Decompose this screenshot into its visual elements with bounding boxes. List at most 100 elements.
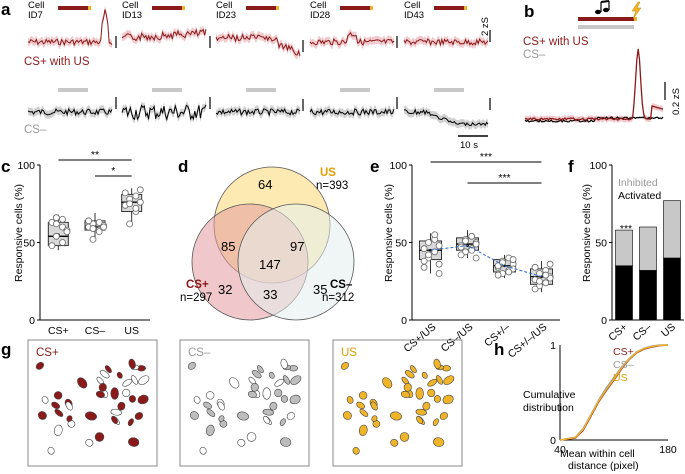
cell-roi <box>340 361 349 370</box>
panel-label-h: h <box>494 340 504 359</box>
h-xlabel-line2: distance (pixel) <box>568 460 639 472</box>
cs-minus-traces <box>27 100 489 130</box>
cs-minus-row-label: CS– <box>24 124 47 136</box>
cdf-line-3 <box>559 344 669 441</box>
panel-label-d: d <box>178 157 188 176</box>
g-map-frame-cs-minus <box>179 339 310 467</box>
cs-minus-trace-sem-2 <box>122 100 206 124</box>
mean-link-line <box>430 245 542 278</box>
cell-roi <box>371 415 378 422</box>
cell-roi <box>409 365 417 374</box>
panel-label-f: f <box>568 157 574 176</box>
cell-roi <box>237 439 246 447</box>
cell-roi <box>416 415 423 424</box>
data-point <box>435 242 443 250</box>
cell-roi <box>246 432 257 442</box>
cell-roi <box>205 391 215 400</box>
cell-roi <box>85 411 97 421</box>
b-cs-plus-line <box>524 48 664 121</box>
venn-cs-minus-total: n=312 <box>322 292 354 304</box>
y-tick-label: 50 <box>395 238 407 250</box>
y-tick-label: 0 <box>401 315 407 327</box>
cell-roi <box>98 383 107 392</box>
data-point <box>59 215 66 223</box>
panel-label-c: c <box>1 157 10 176</box>
cell-label-5-line2: ID43 <box>404 10 424 21</box>
data-point <box>52 232 60 240</box>
y-tick-label: 50 <box>595 238 607 250</box>
b-stimulus-bar <box>578 17 637 29</box>
h-legend-cs-minus: CS– <box>613 359 634 371</box>
cell-roi <box>382 377 393 389</box>
cs-minus-trace-sem-1 <box>28 105 112 119</box>
cell-roi <box>256 365 264 374</box>
cell-roi <box>77 377 88 389</box>
cs-plus-trace-4 <box>309 31 395 46</box>
cell-roi <box>442 394 454 405</box>
cell-roi <box>352 446 360 455</box>
cs-plus-trace-3 <box>215 33 301 56</box>
cell-roi <box>359 408 369 417</box>
cell-roi <box>415 408 427 416</box>
bar-activated <box>615 265 633 321</box>
data-point <box>542 271 550 279</box>
cs-plus-stim-bars <box>58 6 467 10</box>
legend-inhibited: Inhibited <box>618 177 658 189</box>
music-note-icon <box>595 0 610 15</box>
cell-roi <box>110 387 119 400</box>
cell-roi <box>217 401 225 411</box>
y-tick-label: 0 <box>601 315 607 327</box>
venn-us-total: n=393 <box>316 180 348 192</box>
cell-roi <box>262 387 271 400</box>
cell-roi <box>269 401 278 411</box>
b-mean-traces <box>524 46 664 123</box>
cell-roi <box>415 387 424 400</box>
cell-roi <box>250 383 259 392</box>
significance-label: * <box>111 165 115 177</box>
g-map-label-us: US <box>341 347 357 359</box>
x-tick-label: CS+/–/US <box>506 321 550 360</box>
h-legend-cs-plus: CS+ <box>613 346 634 358</box>
cell-roi <box>289 394 301 405</box>
data-point <box>472 254 480 262</box>
cs-minus-trace-sem-3 <box>216 105 300 119</box>
cell-roi <box>203 401 212 409</box>
cell-roi <box>432 418 439 426</box>
a-scale-y-label: 2 zS <box>480 17 491 36</box>
cs-minus-stim-bars <box>58 88 464 92</box>
cell-roi <box>370 401 378 411</box>
venn-cs-minus-only: 35 <box>313 282 327 297</box>
significance-label: *** <box>498 172 510 184</box>
cell-roi <box>218 415 225 422</box>
data-point <box>531 285 539 293</box>
cell-label-1-line1: Cell <box>28 0 44 11</box>
data-point <box>59 239 66 246</box>
data-point <box>126 220 134 228</box>
cell-roi <box>433 395 441 403</box>
data-point <box>435 260 443 268</box>
data-point <box>136 186 144 194</box>
cell-roi <box>443 375 455 385</box>
data-point <box>546 260 554 268</box>
cell-roi <box>433 437 445 447</box>
y-tick-label: 1 <box>550 340 556 352</box>
cs-plus-trace-2 <box>121 28 207 42</box>
cell-roi <box>427 388 436 398</box>
a-scale-x-label: 10 s <box>460 140 478 151</box>
cell-roi <box>99 370 110 379</box>
b-cs-plus-sem <box>525 46 663 123</box>
cs-minus-trace-2 <box>121 104 207 122</box>
venn-cs-plus-only: 32 <box>218 282 232 297</box>
y-tick-label: 100 <box>389 160 407 172</box>
g-map-label-cs-minus: CS– <box>188 347 211 359</box>
cell-roi <box>433 358 441 370</box>
data-point <box>542 279 550 287</box>
cell-roi <box>237 411 249 421</box>
venn-us-cs-minus: 97 <box>290 239 304 254</box>
cell-roi <box>104 365 112 374</box>
x-tick-label: CS– <box>631 321 654 343</box>
data-point <box>89 225 97 232</box>
cell-roi <box>193 396 201 404</box>
cell-roi <box>128 437 140 447</box>
y-tick-label: 0 <box>29 315 35 327</box>
